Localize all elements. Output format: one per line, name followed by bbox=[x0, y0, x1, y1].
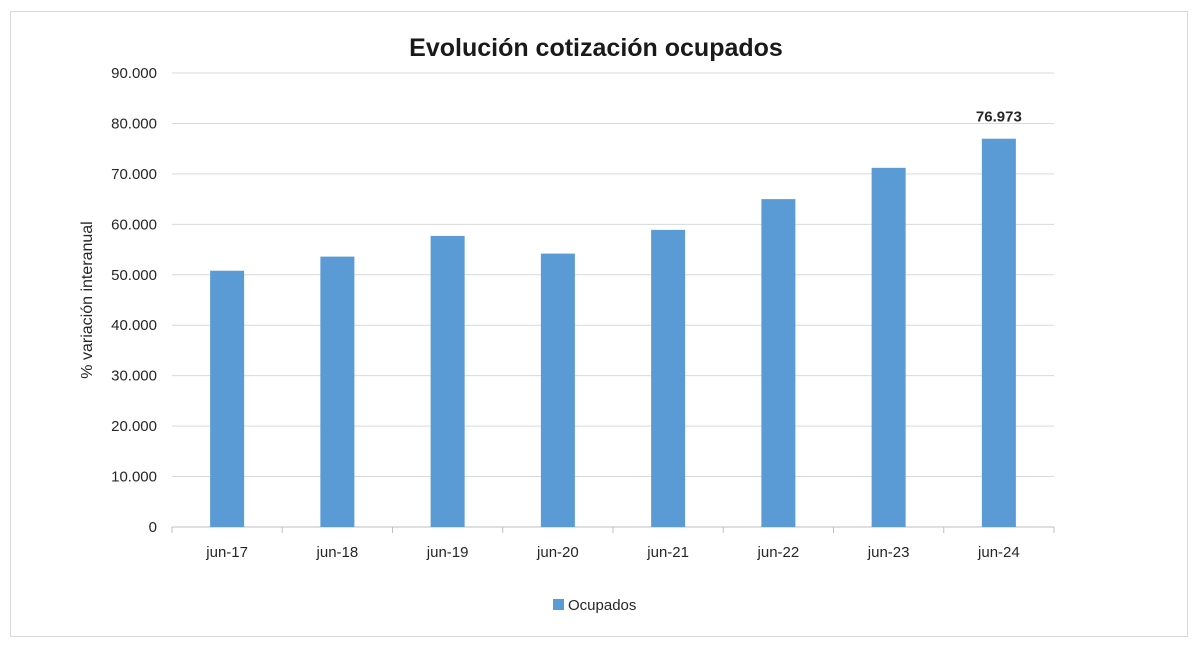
y-tick-label: 0 bbox=[149, 519, 157, 536]
bars bbox=[210, 138, 1016, 528]
bar-jun-21 bbox=[651, 229, 686, 528]
y-tick-label: 50.000 bbox=[111, 267, 157, 284]
y-tick-label: 10.000 bbox=[111, 469, 157, 486]
y-tick-label: 40.000 bbox=[111, 317, 157, 334]
data-label: 76.973 bbox=[976, 109, 1022, 126]
bar-jun-18 bbox=[320, 256, 355, 527]
legend-label-ocupados: Ocupados bbox=[568, 597, 636, 614]
y-axis-label: % variación interanual bbox=[79, 221, 96, 378]
bar-jun-24 bbox=[981, 138, 1016, 527]
y-tick-label: 90.000 bbox=[111, 65, 157, 82]
gridlines bbox=[172, 72, 1054, 528]
bar-jun-23 bbox=[871, 167, 906, 527]
bar-jun-20 bbox=[540, 253, 575, 527]
bar-jun-17 bbox=[210, 270, 245, 527]
data-labels: 76.973 bbox=[976, 109, 1022, 126]
legend: Ocupados bbox=[553, 597, 636, 614]
y-tick-label: 80.000 bbox=[111, 115, 157, 132]
y-tick-label: 60.000 bbox=[111, 216, 157, 233]
x-tick-label: jun-18 bbox=[316, 544, 359, 561]
x-tick-label: jun-17 bbox=[205, 544, 248, 561]
y-tick-label: 30.000 bbox=[111, 368, 157, 385]
y-tick-label: 20.000 bbox=[111, 418, 157, 435]
bar-jun-19 bbox=[430, 235, 465, 528]
bar-jun-22 bbox=[761, 199, 796, 527]
x-tick-label: jun-20 bbox=[536, 544, 579, 561]
x-axis-ticks: jun-17 jun-18 jun-19 jun-20 jun-21 jun-22 jun-… bbox=[171, 527, 1055, 561]
y-axis-ticks: 0 10.000 20.000 30.000 40.000 50.000 60.000 70.… bbox=[111, 65, 157, 536]
legend-swatch-ocupados bbox=[553, 599, 564, 610]
x-tick-label: jun-24 bbox=[977, 544, 1020, 561]
y-tick-label: 70.000 bbox=[111, 166, 157, 183]
x-tick-label: jun-23 bbox=[867, 544, 910, 561]
x-tick-label: jun-21 bbox=[646, 544, 689, 561]
x-tick-label: jun-19 bbox=[426, 544, 469, 561]
x-tick-label: jun-22 bbox=[757, 544, 800, 561]
chart-title: Evolución cotización ocupados bbox=[409, 34, 783, 62]
